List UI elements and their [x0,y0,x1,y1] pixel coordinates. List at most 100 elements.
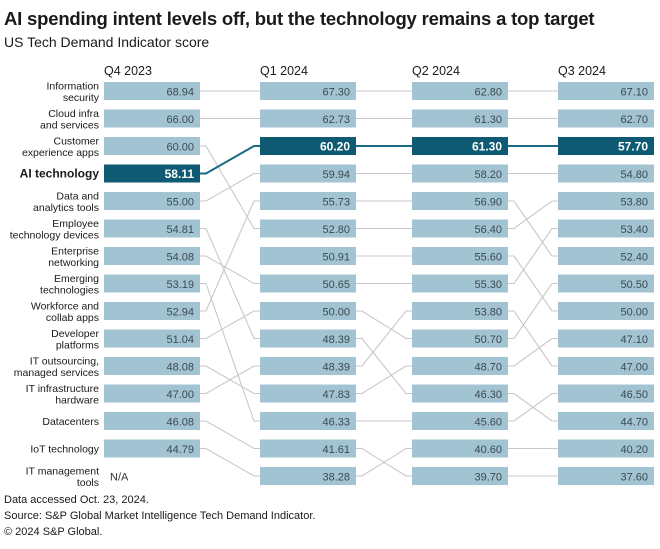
bar-data-and-analytics-tools [412,164,508,183]
category-label-it-management-tools: IT management tools [26,465,99,489]
connector-ai-technology [200,145,260,175]
bar-cloud-infra-and-services [558,109,654,128]
value-label: 62.80 [474,87,502,99]
value-label: 58.20 [474,169,502,181]
connector-employee-technology-devices [200,227,260,340]
value-label: 68.94 [166,87,194,99]
bar-emerging-technologies [260,412,356,430]
connector-customer-experience-apps [508,200,558,230]
period-header: Q1 2024 [260,64,308,78]
value-label: 55.73 [322,197,350,209]
value-label: 38.28 [322,472,350,484]
value-label: 46.08 [166,417,194,429]
chart-title: AI spending intent levels off, but the t… [4,8,595,29]
value-label: 50.65 [322,279,350,291]
category-label-line: Employee [52,218,99,230]
connector-it-infrastructure-hardware [200,365,260,395]
value-label: 54.80 [620,169,648,181]
category-label-line: technology devices [10,229,99,241]
bar-cloud-infra-and-services [104,109,200,128]
connector-enterprise-networking [200,255,260,285]
value-label: 50.00 [620,307,648,319]
footer-date-note: Data accessed Oct. 23, 2024. [4,494,149,506]
connector-emerging-technologies [508,392,558,422]
bar-it-infrastructure-hardware [104,384,200,403]
bar-employee-technology-devices [412,384,508,403]
value-label: 62.73 [322,114,350,126]
category-label-workforce-and-collab-apps: Workforce and collab apps [31,300,99,324]
value-label: 46.50 [620,389,648,401]
category-label-line: security [63,92,100,104]
category-label-line: IT infrastructure [26,383,99,395]
category-label-datacenters: Datacenters [42,416,99,428]
value-label: 50.00 [322,307,350,319]
category-label-it-outsourcing-managed-services: IT outsourcing, managed services [14,355,99,379]
value-label: 47.00 [620,362,648,374]
period-header: Q4 2023 [104,64,152,78]
category-label-line: IT management [26,465,99,477]
bar-ai-technology [412,137,508,155]
value-label: 60.00 [166,142,194,154]
category-label-ai-technology: AI technology [20,167,100,181]
category-label-line: Datacenters [42,416,99,428]
connector-developer-platforms [356,310,412,340]
bar-iot-technology [104,439,200,458]
category-label-information-security: Information security [46,80,99,104]
category-label-enterprise-networking: Enterprise networking [48,245,99,269]
value-label: 50.50 [620,279,648,291]
category-label-line: Data and [56,190,99,202]
value-label: 67.10 [620,87,648,99]
bar-emerging-technologies [104,274,200,293]
value-label: 56.90 [474,197,502,209]
bar-it-outsourcing-managed-services [412,357,508,375]
value-label: 62.70 [620,114,648,126]
category-label-line: IoT technology [30,444,99,456]
category-label-data-and-analytics-tools: Data and analytics tools [33,190,99,214]
bar-workforce-and-collab-apps [104,302,200,320]
bar-datacenters [558,467,654,485]
bar-customer-experience-apps [558,192,654,210]
category-label-cloud-infra-and-services: Cloud infra and services [40,108,99,132]
value-label: 46.30 [474,389,502,401]
bar-it-outsourcing-managed-services [104,357,200,375]
category-label-line: Enterprise [51,245,99,257]
value-label: 52.40 [620,252,648,264]
bar-customer-experience-apps [260,219,356,238]
value-label: 53.19 [166,279,194,291]
bar-datacenters [104,412,200,430]
connector-developer-platforms [200,310,260,340]
bar-ai-technology [558,137,654,155]
value-label: 53.40 [620,224,648,236]
category-label-line: networking [48,257,99,269]
connector-workforce-and-collab-apps [508,200,558,257]
value-label: 39.70 [474,472,502,484]
value-label: 53.80 [620,197,648,209]
bar-it-infrastructure-hardware [558,357,654,375]
value-label: 57.70 [618,140,648,154]
bar-developer-platforms [412,329,508,348]
bar-customer-experience-apps [104,137,200,155]
category-label-line: managed services [14,367,99,379]
bar-it-outsourcing-managed-services [558,329,654,348]
bar-datacenters [412,467,508,485]
value-label: 41.61 [322,444,350,456]
connector-it-infrastructure-hardware [508,310,558,367]
connector-emerging-technologies [200,282,260,422]
category-label-line: IT outsourcing, [30,355,99,367]
connector-workforce-and-collab-apps [200,200,260,312]
bar-enterprise-networking [260,274,356,293]
category-label-iot-technology: IoT technology [30,444,99,456]
bar-enterprise-networking [412,274,508,293]
value-label: 44.70 [620,417,648,429]
bar-information-security [104,82,200,100]
category-label-line: experience apps [22,147,99,159]
category-label-line: Workforce and [31,300,99,312]
value-label: 54.08 [166,252,194,264]
highlight-connector-lines [200,145,558,175]
bar-developer-platforms [104,329,200,348]
bar-it-infrastructure-hardware [412,302,508,320]
value-label: 48.70 [474,362,502,374]
value-label: 55.60 [474,252,502,264]
bar-cloud-infra-and-services [412,109,508,128]
connector-iot-technology [200,447,260,477]
